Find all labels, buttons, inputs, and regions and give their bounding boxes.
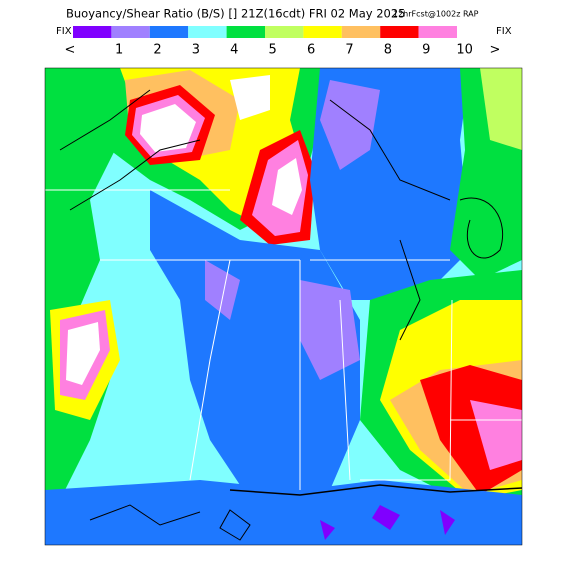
color-legend: <1 2 3 4 5 6 7 8 9 10 > [65,26,501,58]
legend-label: > [490,43,501,58]
legend-swatch [149,26,189,38]
legend-label: 10 [456,43,473,58]
field [150,190,360,500]
legend-swatch [380,26,419,38]
field [45,480,522,545]
legend-label: 5 [269,43,277,58]
contours [59,89,522,541]
legend-swatch [418,26,457,38]
field [66,322,100,385]
field [230,75,270,120]
legend-label: 6 [307,43,315,58]
field [320,505,455,540]
legend-label: 1 [115,43,123,58]
legend-swatch [341,26,381,38]
state-borders [45,189,522,490]
legend-label: 8 [384,43,392,58]
legend-swatch [111,26,150,38]
legend-swatch [226,26,265,38]
subtitle: 12hrFcst@1002z RAP [393,10,479,19]
legend-label: 3 [192,43,200,58]
map-frame [44,67,523,546]
legend-swatch [188,26,227,38]
legend-label: 4 [230,43,238,58]
field [272,158,302,215]
fix-left: FIX [56,26,72,37]
legend-label: 7 [345,43,353,58]
legend-swatch [303,26,342,38]
map [45,68,522,545]
legend-swatch [265,26,304,38]
legend-label: 9 [422,43,430,58]
title: Buoyancy/Shear Ratio (B/S) [] 21Z(16cdt)… [66,7,406,21]
field [480,68,522,150]
field [205,260,360,380]
field [140,104,196,152]
legend-swatch [73,26,112,38]
field [470,400,522,470]
legend-label: < [65,43,76,58]
field [320,80,380,170]
legend-label: 2 [153,43,161,58]
fix-right: FIX [496,26,512,37]
